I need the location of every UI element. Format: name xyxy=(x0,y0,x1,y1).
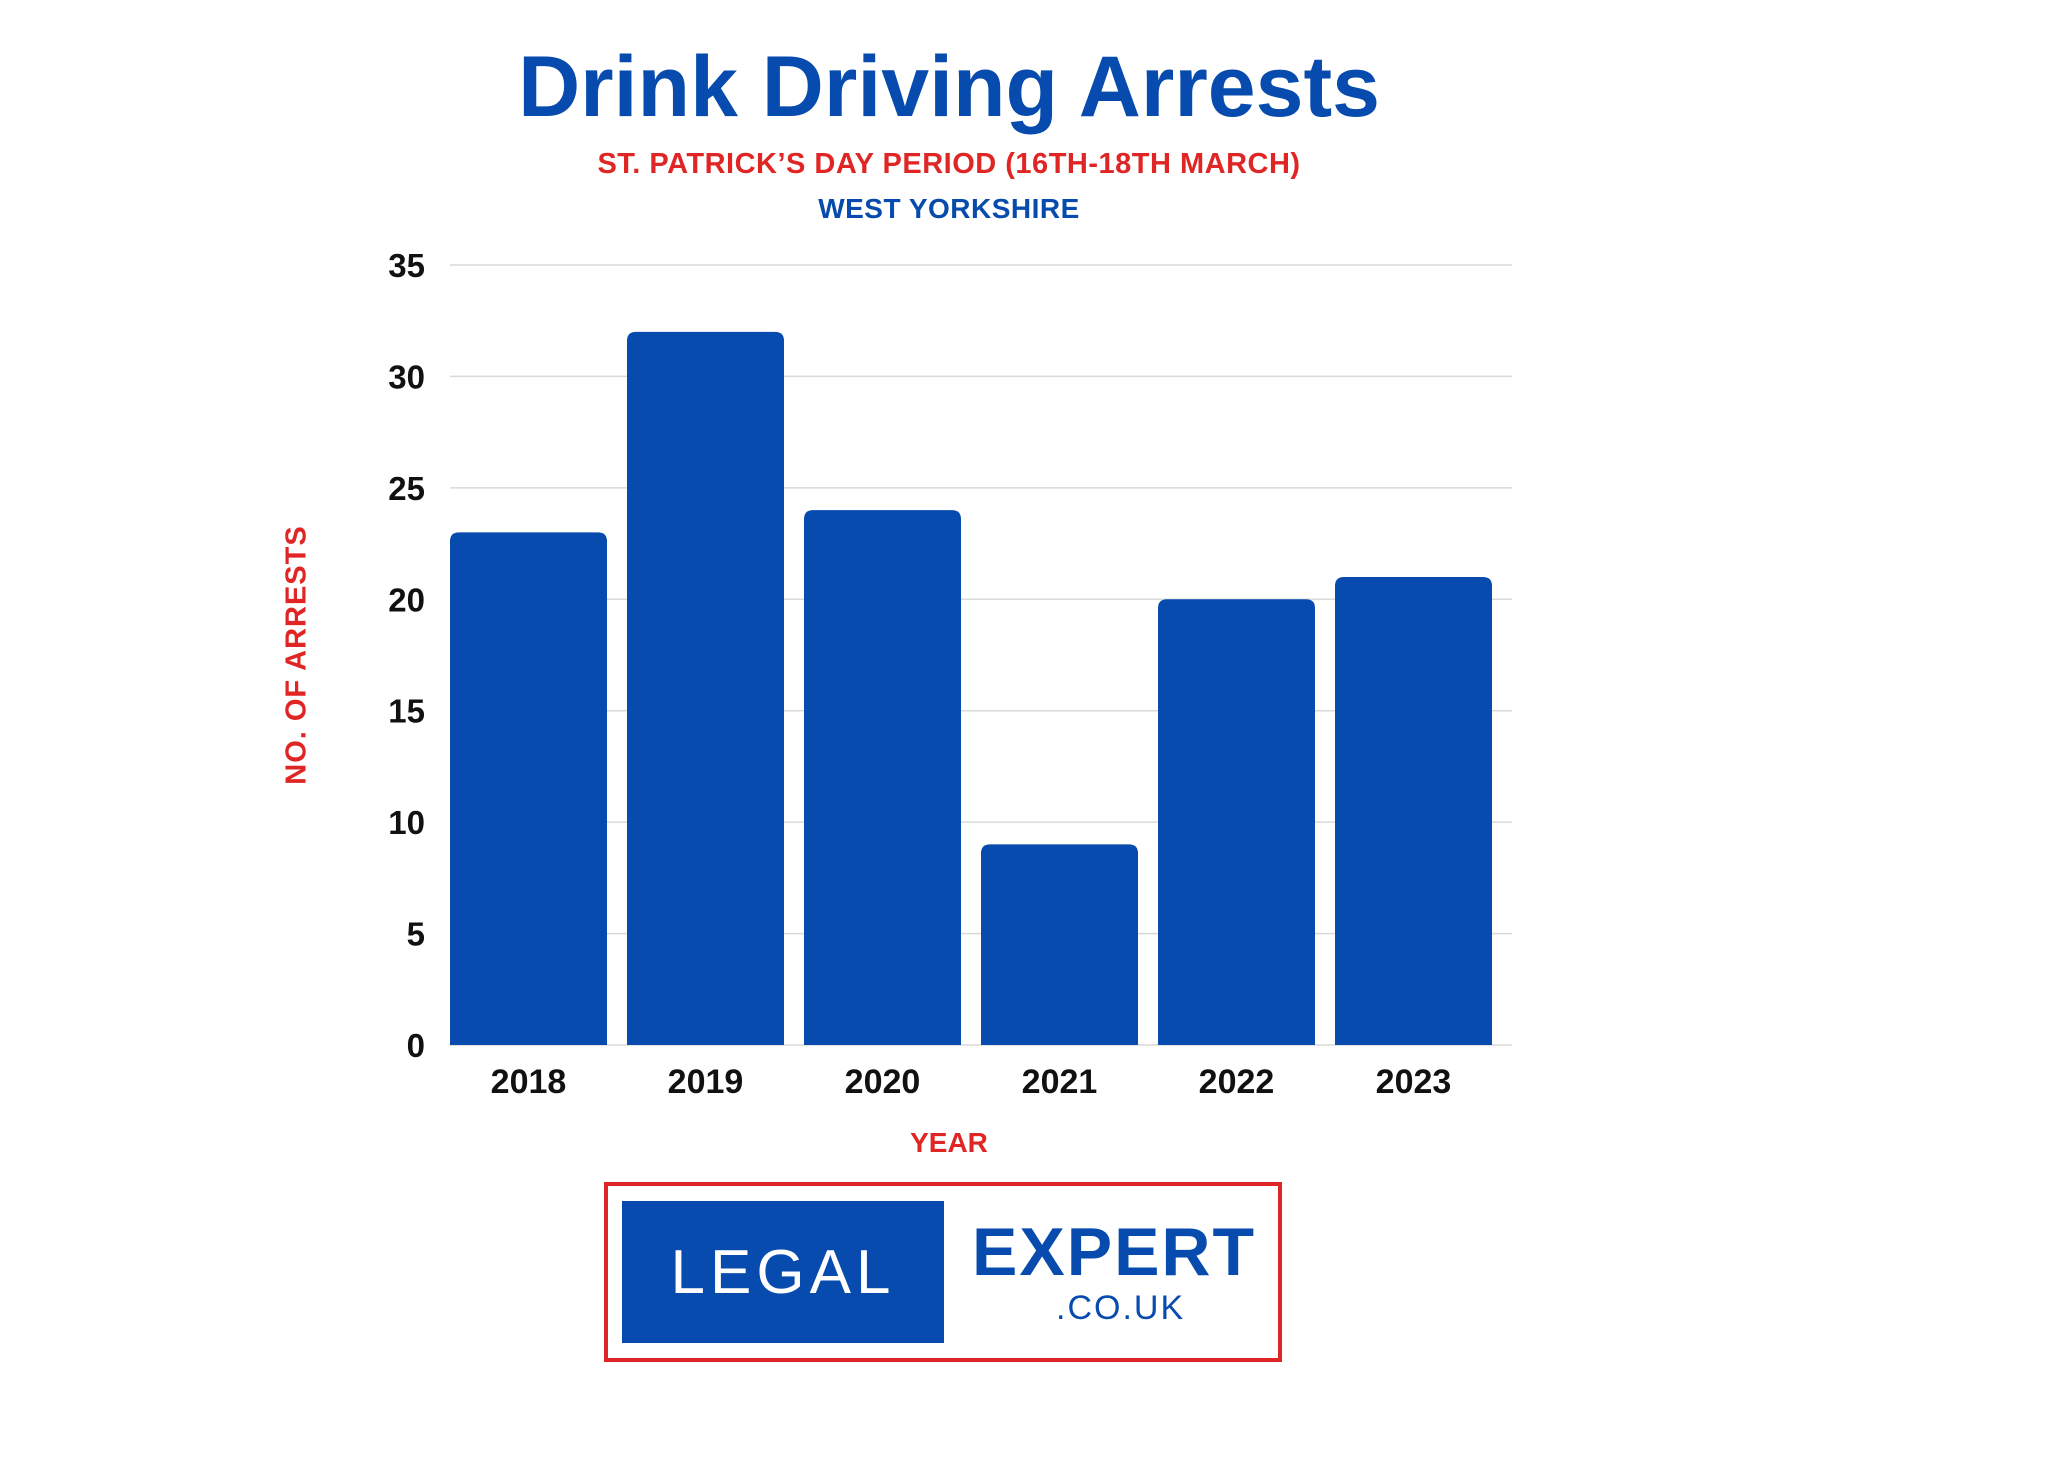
y-tick-label: 30 xyxy=(388,358,425,395)
logo-expert-text: EXPERT xyxy=(972,1214,1257,1290)
bar-2019 xyxy=(627,331,784,1045)
bar-2023 xyxy=(1335,577,1492,1045)
x-tick-label: 2020 xyxy=(845,1063,921,1101)
chart-title: Drink Driving Arrests xyxy=(518,39,1380,135)
y-tick-label: 15 xyxy=(388,693,425,730)
y-tick-label: 0 xyxy=(407,1027,425,1064)
chart-region: WEST YORKSHIRE xyxy=(818,193,1080,224)
x-tick-label: 2023 xyxy=(1376,1063,1452,1101)
chart-subtitle: ST. PATRICK’S DAY PERIOD (16TH-18TH MARC… xyxy=(597,148,1301,180)
legal-expert-logo: LEGAL EXPERT .CO.UK xyxy=(604,1182,1282,1362)
y-tick-label: 20 xyxy=(388,581,425,618)
y-tick-label: 25 xyxy=(388,470,425,507)
bar-2021 xyxy=(981,844,1138,1045)
x-tick-label: 2019 xyxy=(668,1063,744,1101)
bar-2022 xyxy=(1158,599,1315,1045)
bar-2018 xyxy=(450,532,607,1045)
bars xyxy=(450,331,1492,1046)
x-axis-label: YEAR xyxy=(910,1127,988,1158)
y-tick-label: 5 xyxy=(407,916,425,953)
x-axis-ticks: 2018 2019 2020 2021 2022 2023 xyxy=(491,1063,1452,1101)
x-tick-label: 2022 xyxy=(1199,1063,1275,1101)
logo-domain-text: .CO.UK xyxy=(1056,1289,1186,1327)
logo-legal-block: LEGAL xyxy=(622,1201,944,1343)
y-tick-label: 35 xyxy=(388,247,425,284)
y-axis-label: NO. OF ARRESTS xyxy=(281,525,313,784)
y-axis-ticks: 0 5 10 15 20 25 30 35 xyxy=(388,247,425,1064)
bar-2020 xyxy=(804,510,961,1046)
x-tick-label: 2021 xyxy=(1022,1063,1098,1101)
y-tick-label: 10 xyxy=(388,804,425,841)
logo-expert-block: EXPERT .CO.UK xyxy=(958,1201,1278,1343)
x-tick-label: 2018 xyxy=(491,1063,567,1101)
